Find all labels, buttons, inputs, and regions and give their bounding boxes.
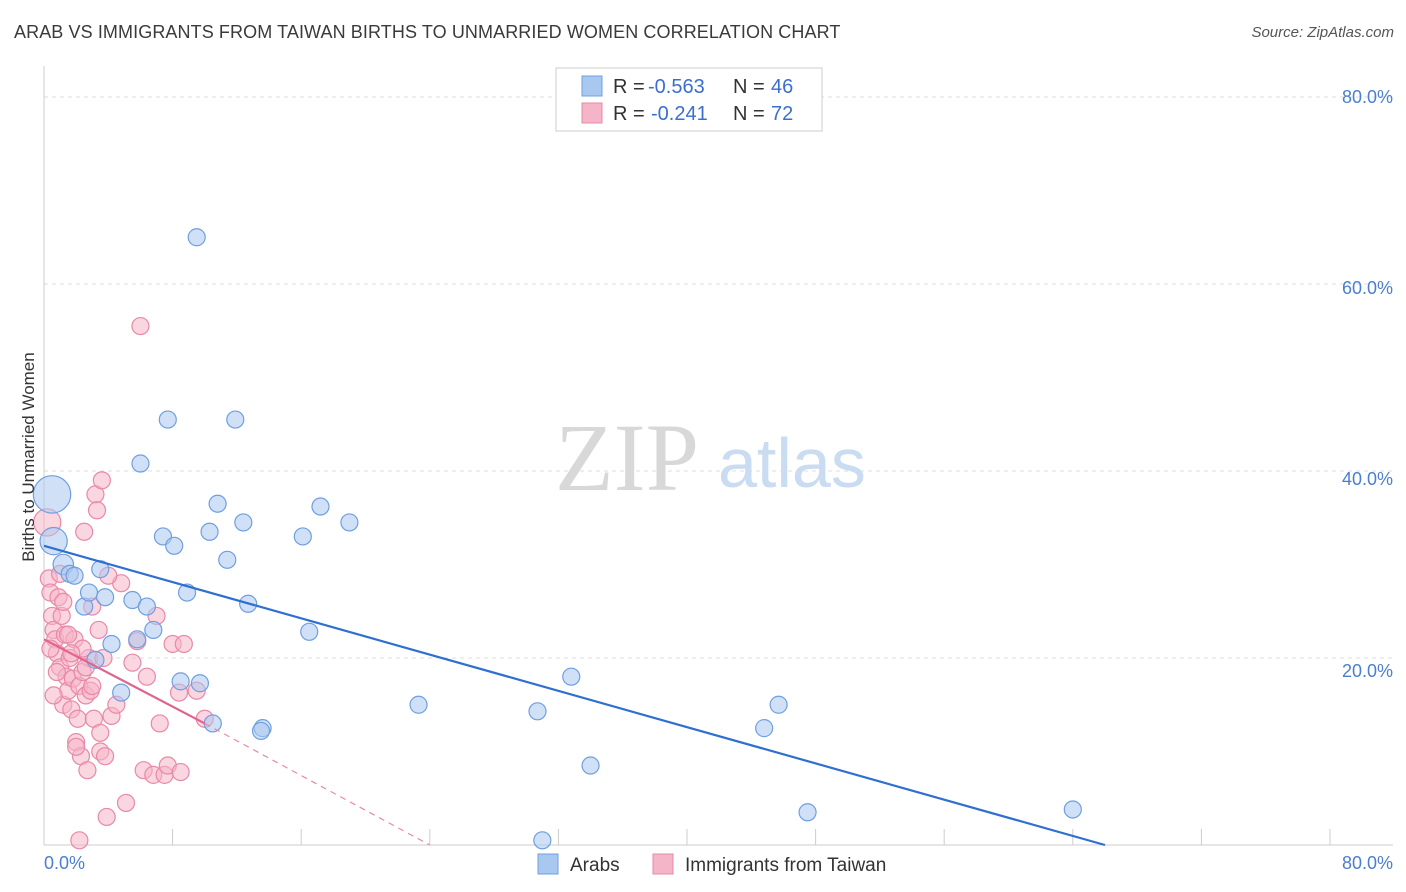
- arabs-point: [203, 714, 222, 733]
- taiwan-point: [54, 592, 73, 612]
- chart-title: ARAB VS IMMIGRANTS FROM TAIWAN BIRTHS TO…: [14, 22, 841, 42]
- bottom-legend-arabs: Arabs: [570, 855, 620, 876]
- arabs-point: [128, 630, 147, 649]
- arabs-point: [409, 695, 428, 714]
- taiwan-point: [116, 793, 136, 813]
- taiwan-point: [171, 762, 190, 782]
- bottom-legend-swatch-taiwan: [652, 853, 674, 875]
- arabs-point: [755, 719, 774, 738]
- arabs-point: [234, 513, 253, 532]
- x-tick-label-80: 80.0%: [1342, 853, 1393, 873]
- arabs-point: [39, 526, 68, 556]
- arabs-point: [340, 513, 359, 532]
- watermark: ZIP atlas: [555, 404, 866, 511]
- gridlines: [44, 96, 1393, 659]
- arabs-point: [165, 536, 184, 555]
- arabs-point: [293, 527, 312, 546]
- trend-lines: [43, 544, 1106, 847]
- arabs-point: [798, 803, 817, 822]
- y-axis-label: Births to Unmarried Women: [19, 352, 38, 561]
- taiwan-point: [92, 471, 111, 490]
- legend-r-value-arabs: -0.563: [648, 76, 705, 98]
- y-tick-label-80: 80.0%: [1342, 87, 1393, 107]
- taiwan-point: [131, 316, 150, 336]
- arabs-point: [95, 588, 115, 607]
- legend-n-label-taiwan: N =: [733, 103, 765, 125]
- legend-n-value-taiwan: 72: [771, 103, 793, 125]
- arabs-point: [251, 721, 271, 741]
- arabs-point: [137, 597, 156, 616]
- arabs-point: [300, 622, 319, 641]
- watermark-atlas: atlas: [718, 424, 866, 502]
- taiwan-point: [137, 667, 156, 686]
- bottom-legend-swatch-arabs: [537, 853, 559, 875]
- legend-n-label-arabs: N =: [733, 76, 765, 98]
- source-label: Source: ZipAtlas.com: [1251, 24, 1394, 41]
- legend-r-label-arabs: R =: [613, 76, 645, 98]
- taiwan-point: [47, 662, 66, 682]
- trend-line-arabs: [43, 544, 1106, 847]
- taiwan-point: [150, 714, 169, 733]
- series-immigrants-from-taiwan: [33, 316, 214, 850]
- arabs-point: [528, 702, 547, 721]
- arabs-point: [144, 620, 163, 640]
- arabs-point: [208, 494, 227, 513]
- arabs-point: [562, 667, 581, 686]
- taiwan-point: [95, 747, 115, 766]
- arabs-point: [533, 831, 552, 850]
- y-tick-label-60: 60.0%: [1342, 278, 1393, 298]
- legend-r-label-taiwan: R =: [613, 103, 645, 125]
- taiwan-point: [91, 723, 110, 742]
- arabs-point: [581, 756, 600, 775]
- taiwan-point: [174, 634, 193, 654]
- watermark-zip: ZIP: [555, 404, 699, 511]
- arabs-point: [112, 683, 131, 702]
- taiwan-point: [59, 625, 78, 644]
- taiwan-point: [67, 737, 86, 756]
- trend-line-taiwan: [43, 638, 206, 725]
- taiwan-point: [75, 522, 94, 541]
- arabs-point: [200, 522, 219, 541]
- taiwan-point: [78, 761, 97, 780]
- arabs-point: [311, 497, 330, 516]
- arabs-point: [32, 475, 72, 514]
- y-tick-label-40: 40.0%: [1342, 469, 1393, 489]
- arabs-point: [171, 672, 190, 691]
- arabs-point: [79, 583, 99, 602]
- legend-n-value-arabs: 46: [771, 76, 793, 98]
- taiwan-point: [87, 501, 107, 520]
- taiwan-point: [70, 831, 89, 850]
- y-tick-label-20: 20.0%: [1342, 661, 1393, 681]
- series-arabs: [32, 228, 1082, 850]
- arabs-point: [102, 634, 121, 654]
- taiwan-point: [97, 807, 116, 827]
- axes: [43, 66, 1393, 846]
- trend-line-taiwan-extension: [204, 722, 431, 846]
- legend-r-value-taiwan: -0.241: [651, 103, 708, 125]
- arabs-point: [218, 550, 237, 569]
- arabs-point: [769, 695, 788, 714]
- bottom-legend-taiwan: Immigrants from Taiwan: [685, 855, 886, 876]
- legend-swatch-arabs: [581, 75, 603, 97]
- legend-swatch-taiwan: [581, 102, 603, 124]
- arabs-point: [226, 410, 245, 429]
- arabs-point: [1063, 800, 1082, 819]
- arabs-point: [131, 454, 150, 473]
- taiwan-point: [68, 709, 87, 728]
- arabs-point: [187, 228, 206, 247]
- arabs-point: [65, 566, 84, 585]
- taiwan-point: [83, 676, 102, 696]
- bottom-legend: Arabs Immigrants from Taiwan: [537, 853, 886, 876]
- taiwan-point: [123, 653, 142, 672]
- arabs-point: [158, 410, 177, 429]
- x-tick-label-0: 0.0%: [44, 853, 85, 873]
- taiwan-point: [44, 686, 63, 705]
- taiwan-point: [89, 620, 108, 640]
- stats-legend: R = -0.563 N = 46 R = -0.241 N = 72: [555, 67, 823, 132]
- arabs-point: [190, 674, 210, 693]
